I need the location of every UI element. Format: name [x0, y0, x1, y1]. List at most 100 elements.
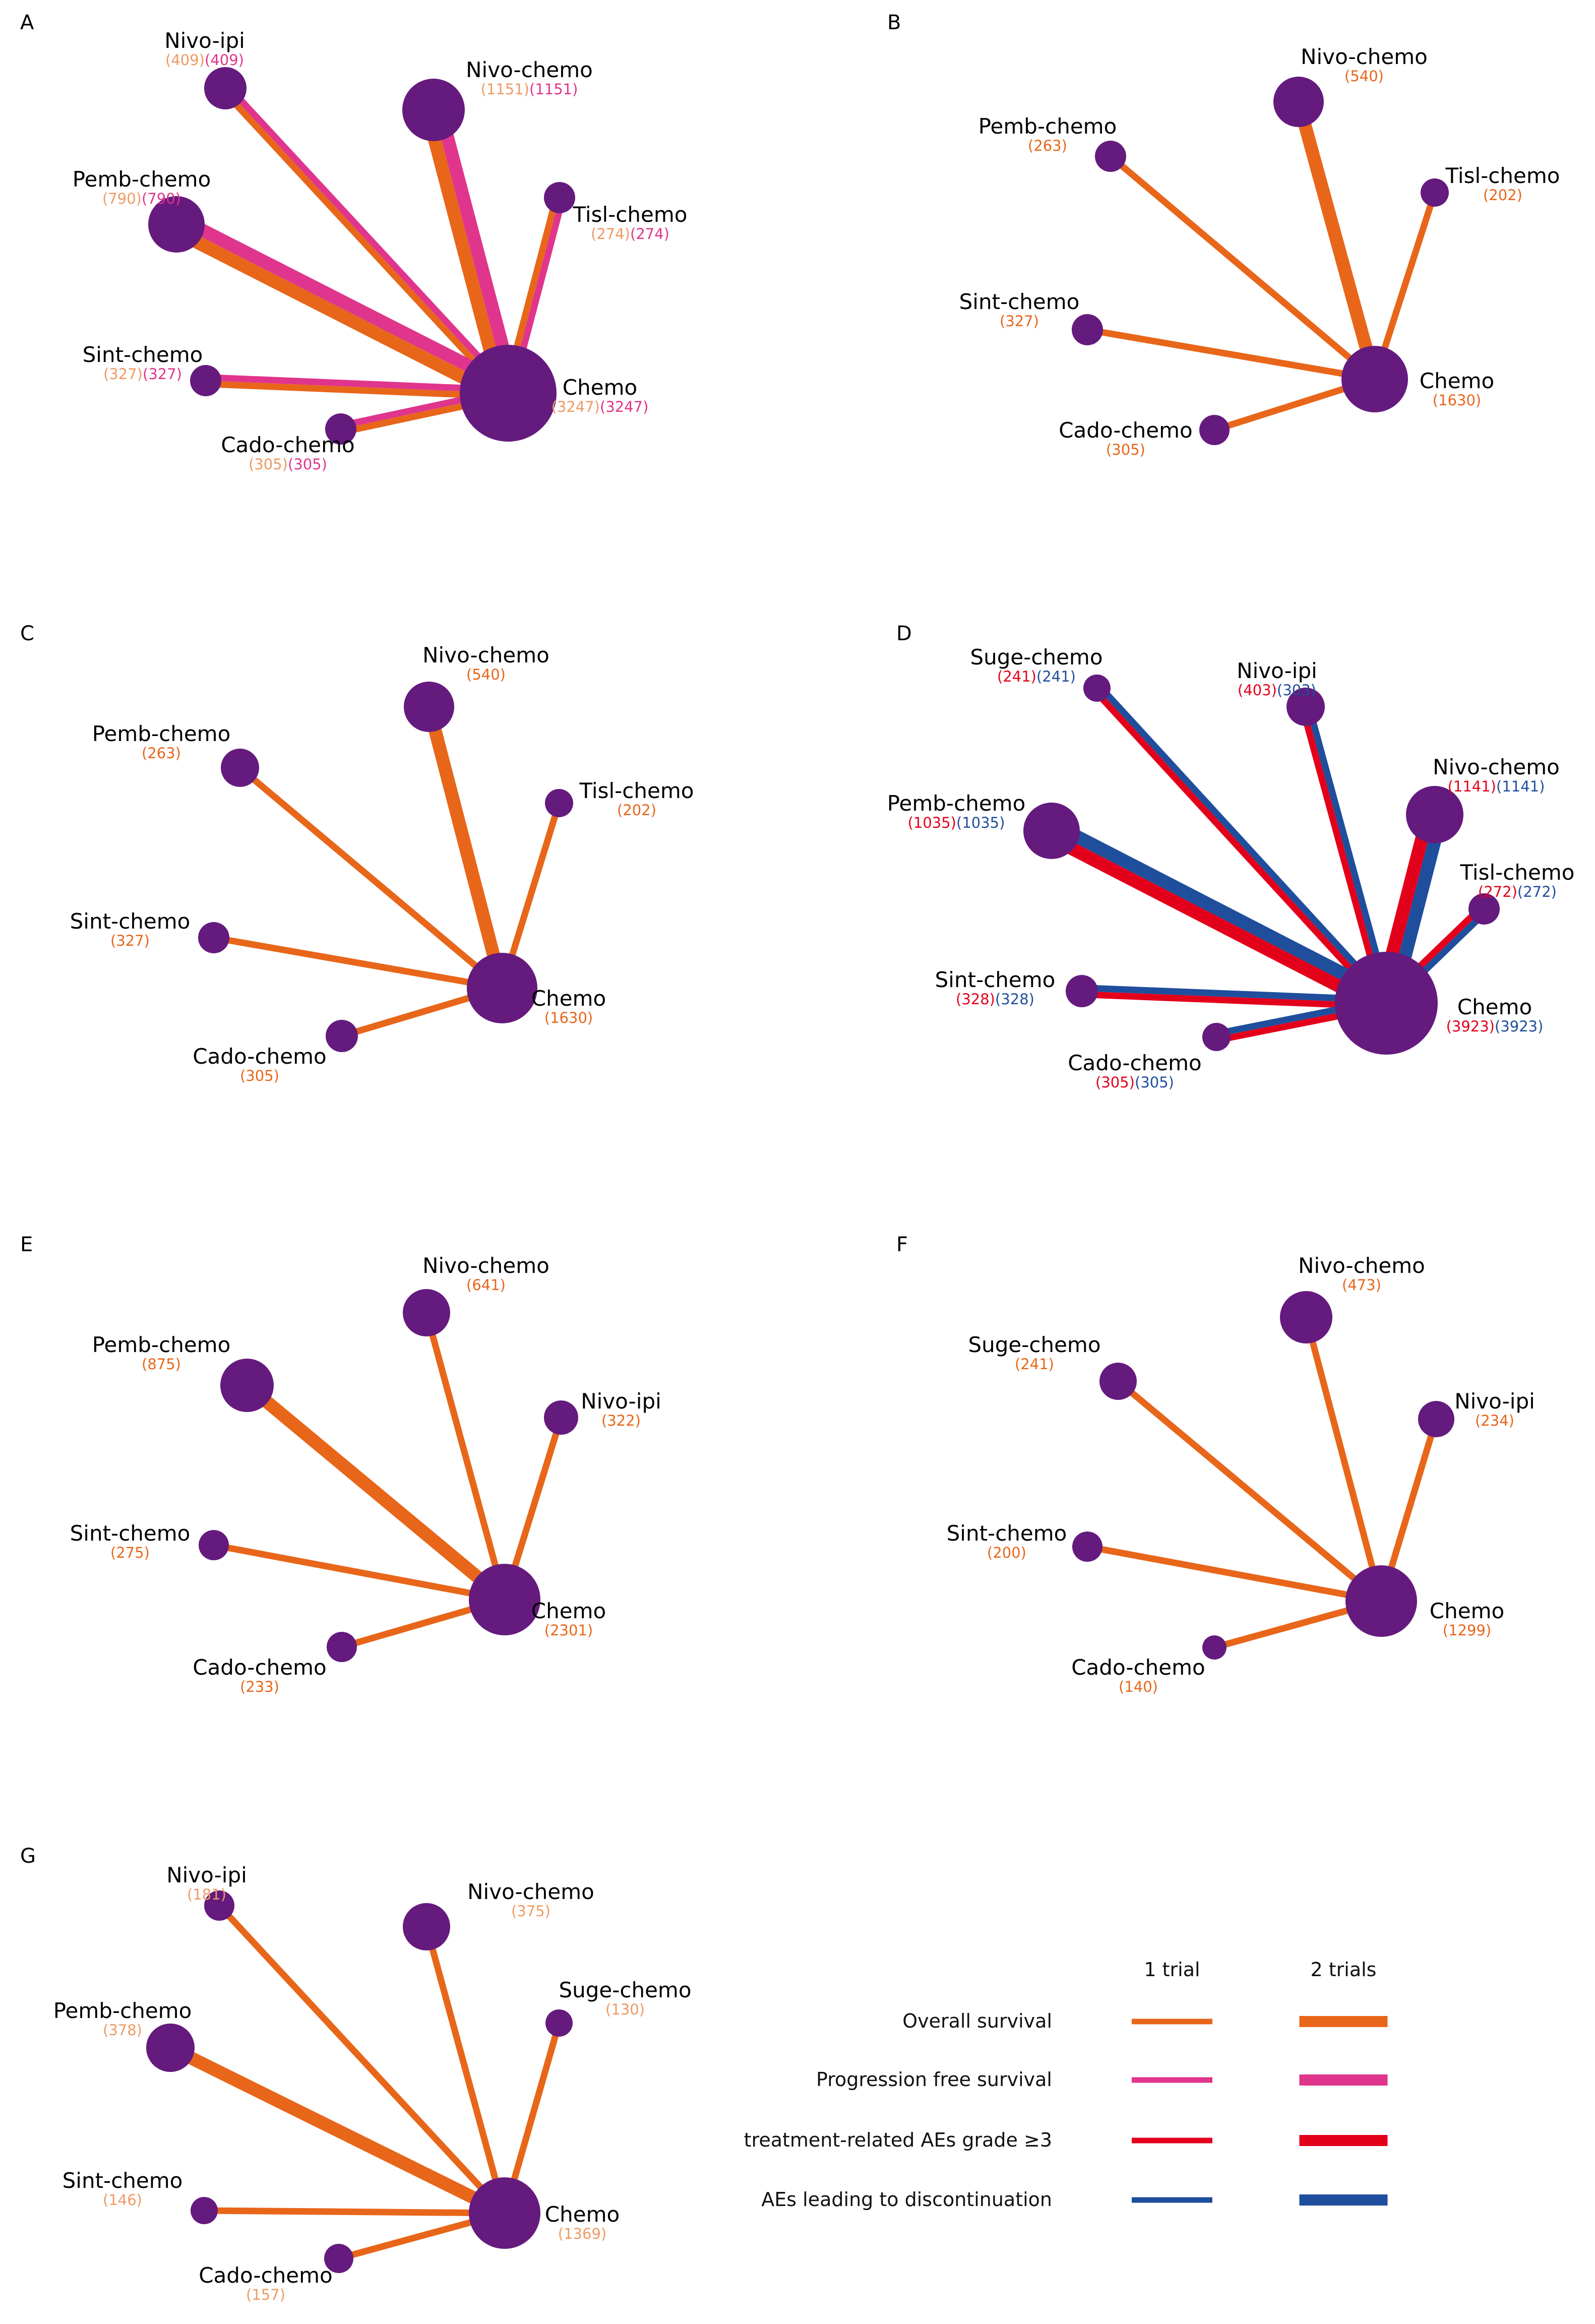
edge-chemo-sint-chemo-os-band	[1086, 326, 1376, 383]
node-nivo-ipi-name: Nivo-ipi	[166, 1863, 247, 1887]
node-sint-chemo-sample-size: (200)	[987, 1544, 1026, 1561]
node-suge-chemo-count-2: (241)	[1036, 668, 1076, 685]
panel-f: FNivo-chemo(473)Suge-chemo(241)Nivo-ipi(…	[896, 1233, 1535, 1695]
panel-letter: D	[896, 622, 912, 645]
node-tisl-chemo-count-2: (272)	[1517, 883, 1557, 900]
edge-chemo-pemb-chemo	[237, 765, 505, 991]
node-pemb-chemo	[1095, 141, 1126, 172]
node-sint-chemo-sample-size: (327)	[110, 932, 150, 949]
node-chemo-count-1: (3923)	[1446, 1018, 1495, 1035]
node-pemb-chemo-name: Pemb-chemo	[53, 1998, 192, 2023]
node-cado-chemo-count-1: (233)	[240, 1678, 279, 1695]
node-nivo-ipi-count-2: (303)	[1277, 682, 1316, 699]
edge-chemo-nivo-chemo-os-band	[422, 705, 509, 990]
node-sint-chemo-count-1: (327)	[103, 365, 143, 383]
node-suge-chemo-sample-size: (130)	[605, 2001, 645, 2018]
node-nivo-ipi-name: Nivo-ipi	[1454, 1389, 1535, 1414]
node-chemo	[1345, 1565, 1417, 1637]
node-chemo-name: Chemo	[1420, 369, 1494, 393]
node-cado-chemo-sample-size: (305)(305)	[249, 456, 327, 473]
node-nivo-ipi-count-1: (234)	[1475, 1412, 1514, 1429]
edge-chemo-suge-chemo	[1116, 1379, 1384, 1604]
node-chemo-name: Chemo	[1430, 1599, 1504, 1623]
node-pemb-chemo	[1023, 803, 1080, 859]
node-pemb-chemo-count-1: (875)	[142, 1356, 181, 1373]
node-nivo-ipi-name: Nivo-ipi	[164, 28, 245, 53]
node-nivo-ipi-sample-size: (234)	[1475, 1412, 1514, 1429]
node-cado-chemo-sample-size: (305)	[240, 1067, 279, 1084]
node-sint-chemo	[199, 1530, 229, 1560]
node-nivo-chemo-sample-size: (1141)(1141)	[1448, 778, 1545, 795]
node-cado-chemo-sample-size: (157)	[246, 2286, 285, 2303]
node-tisl-chemo	[545, 789, 573, 817]
edge-chemo-nivo-ipi-pfs-band	[225, 84, 513, 393]
node-pemb-chemo-name: Pemb-chemo	[92, 721, 231, 746]
node-tisl-chemo-name: Tisl-chemo	[1460, 860, 1575, 885]
node-chemo-count-1: (1369)	[558, 2225, 606, 2242]
node-pemb-chemo-sample-size: (1035)(1035)	[908, 814, 1005, 831]
node-cado-chemo-count-1: (305)	[249, 456, 288, 473]
node-cado-chemo	[1202, 1023, 1231, 1051]
node-nivo-ipi	[544, 1400, 578, 1435]
node-nivo-chemo-name: Nivo-chemo	[467, 1879, 594, 1904]
node-pemb-chemo-name: Pemb-chemo	[92, 1332, 231, 1357]
nodes: Nivo-chemo(540) Pemb-chemo(263) Tisl-chemo…	[70, 643, 694, 1084]
node-suge-chemo	[545, 2009, 573, 2037]
panel-letter: B	[887, 11, 901, 34]
edge-chemo-sint-chemo	[213, 934, 503, 992]
node-nivo-ipi-sample-size: (409)(409)	[165, 51, 244, 69]
edge-chemo-nivo-ipi-os-band	[220, 88, 509, 398]
edge-chemo-pemb-chemo-pfs-band	[176, 212, 514, 394]
edge-chemo-nivo-chemo-os-band	[420, 109, 508, 397]
edge-chemo-sint-chemo	[1086, 1543, 1382, 1605]
node-pemb-chemo-name: Pemb-chemo	[887, 791, 1026, 816]
node-nivo-chemo-sample-size: (540)	[466, 666, 506, 683]
node-suge-chemo-sample-size: (241)	[1015, 1356, 1054, 1373]
nodes: Nivo-ipi(181) Nivo-chemo(375) Pemb-chemo(3…	[53, 1863, 692, 2303]
node-suge-chemo-name: Suge-chemo	[970, 645, 1102, 669]
edge-chemo-pemb-chemo	[242, 1380, 509, 1605]
node-nivo-chemo-count-1: (641)	[466, 1276, 506, 1294]
edge-chemo-pemb-chemo	[1046, 819, 1392, 1015]
node-nivo-ipi-count-1: (403)	[1238, 682, 1277, 699]
node-nivo-chemo-count-1: (1141)	[1448, 778, 1496, 795]
edge-chemo-sint-chemo-pfs-band	[206, 374, 509, 393]
legend-label-ae3: treatment-related AEs grade ≥3	[744, 2129, 1052, 2151]
node-nivo-chemo	[403, 1289, 450, 1336]
node-sint-chemo-count-1: (275)	[110, 1544, 150, 1561]
node-pemb-chemo-name: Pemb-chemo	[978, 114, 1117, 139]
node-chemo-name: Chemo	[1457, 995, 1532, 1019]
edge-chemo-pemb-chemo-os-band	[242, 1380, 509, 1605]
node-nivo-ipi-sample-size: (181)	[187, 1886, 226, 1903]
edge-chemo-pemb-chemo-ae3-band	[1046, 831, 1386, 1015]
node-cado-chemo-name: Cado-chemo	[199, 2263, 333, 2288]
node-sint-chemo	[191, 2197, 218, 2224]
node-nivo-ipi-sample-size: (403)(303)	[1238, 682, 1316, 699]
edge-chemo-sint-chemo-os-band	[205, 381, 509, 400]
node-sint-chemo-sample-size: (327)(327)	[103, 365, 182, 383]
node-pemb-chemo-count-1: (378)	[103, 2022, 142, 2039]
edge-chemo-nivo-chemo-pfs-band	[434, 106, 521, 394]
node-sint-chemo-sample-size: (146)	[103, 2191, 142, 2209]
node-chemo-sample-size: (1630)	[544, 1009, 593, 1026]
edge-chemo-suge-chemo-disc-band	[1096, 684, 1391, 1003]
node-sint-chemo-sample-size: (327)	[1000, 313, 1039, 330]
node-sint-chemo-count-2: (328)	[995, 991, 1034, 1008]
node-cado-chemo	[326, 1020, 358, 1052]
node-tisl-chemo-sample-size: (274)(274)	[591, 225, 669, 242]
panel-letter: A	[20, 11, 34, 34]
edge-chemo-nivo-chemo-os-band	[423, 1312, 508, 1601]
edge-chemo-nivo-ipi-os-band	[217, 1903, 507, 2216]
edge-chemo-pemb-chemo	[170, 212, 514, 405]
edge-chemo-pemb-chemo-disc-band	[1052, 819, 1392, 1003]
node-cado-chemo-count-1: (157)	[246, 2286, 285, 2303]
node-tisl-chemo-count-1: (202)	[617, 802, 656, 819]
node-chemo-sample-size: (1369)	[558, 2225, 606, 2242]
node-nivo-chemo-name: Nivo-chemo	[422, 643, 549, 667]
node-chemo-count-1: (1299)	[1443, 1622, 1491, 1639]
node-sint-chemo-count-1: (146)	[103, 2191, 142, 2209]
panel-c: C Nivo-chemo(540) Pemb-chemo(263) Tisl-chem…	[20, 622, 694, 1084]
node-sint-chemo-name: Sint-chemo	[959, 289, 1080, 314]
node-sint-chemo-name: Sint-chemo	[70, 1521, 191, 1546]
